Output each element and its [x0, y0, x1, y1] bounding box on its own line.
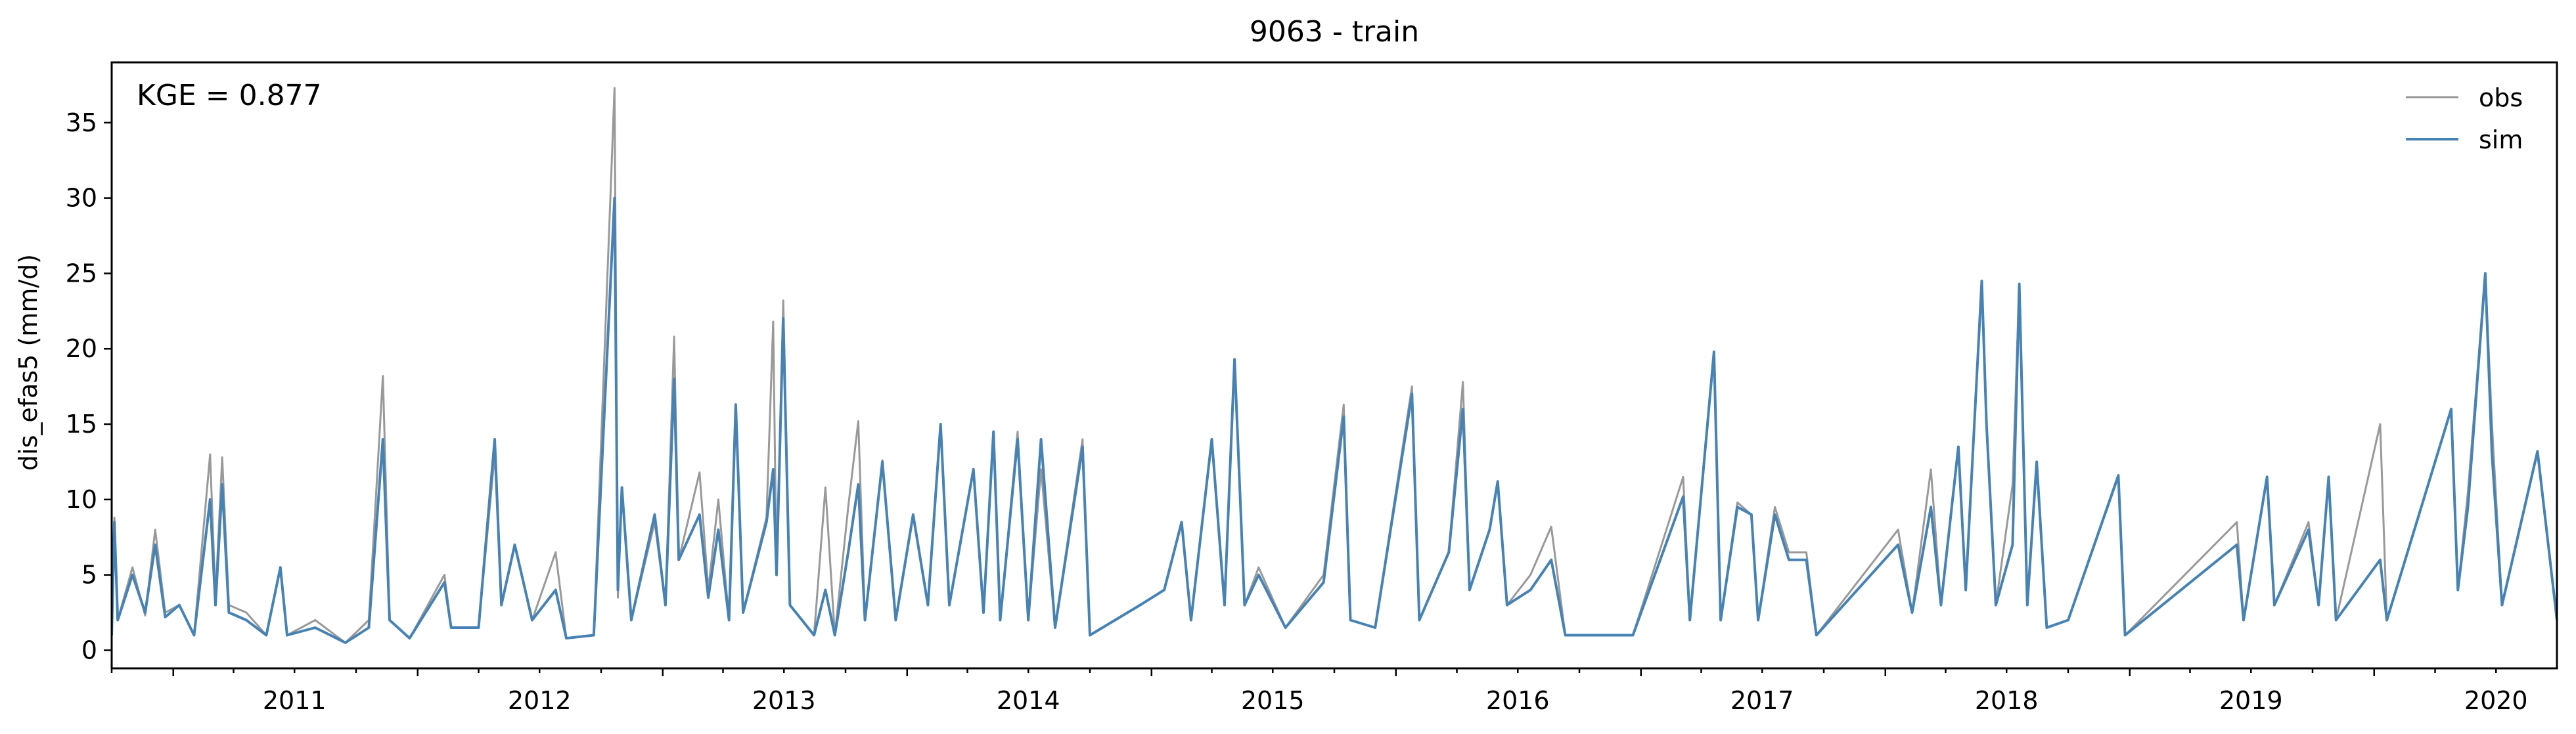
plot-frame [110, 61, 2558, 670]
y-tick-label: 10 [66, 485, 97, 514]
x-tick-label: 2018 [1975, 686, 2039, 715]
y-tick-label: 25 [66, 259, 97, 288]
x-tick-label: 2013 [752, 686, 816, 715]
x-axis-ticks: 2011 2012 2013 2014 2015 2016 2017 2018 2019 2020 [110, 668, 2528, 715]
legend-label-obs: obs [2479, 83, 2523, 112]
legend-label-sim: sim [2479, 125, 2523, 154]
x-tick-label: 2015 [1241, 686, 1305, 715]
plot-area [112, 87, 2557, 644]
x-tick-label: 2016 [1486, 686, 1550, 715]
x-tick-label: 2012 [508, 686, 572, 715]
x-tick-label: 2017 [1730, 686, 1794, 715]
series-line-obs [112, 87, 2557, 644]
x-tick-label: 2011 [263, 686, 327, 715]
chart-title: 9063 - train [1250, 15, 1419, 49]
y-tick-label: 15 [66, 410, 97, 439]
legend: obs sim [2406, 83, 2523, 154]
x-tick-label: 2020 [2464, 686, 2528, 715]
series-line-sim [112, 196, 2557, 644]
x-tick-label: 2019 [2219, 686, 2283, 715]
y-axis-label: dis_efas5 (mm/d) [14, 254, 43, 471]
kge-annotation: KGE = 0.877 [137, 79, 322, 112]
x-tick-label: 2014 [997, 686, 1060, 715]
y-tick-label: 20 [66, 334, 97, 363]
y-tick-label: 5 [81, 561, 97, 590]
y-tick-label: 30 [66, 184, 97, 213]
y-tick-label: 35 [66, 108, 97, 137]
y-tick-label: 0 [81, 636, 97, 664]
y-axis-ticks: 0 5 10 15 20 25 30 35 [66, 108, 112, 664]
